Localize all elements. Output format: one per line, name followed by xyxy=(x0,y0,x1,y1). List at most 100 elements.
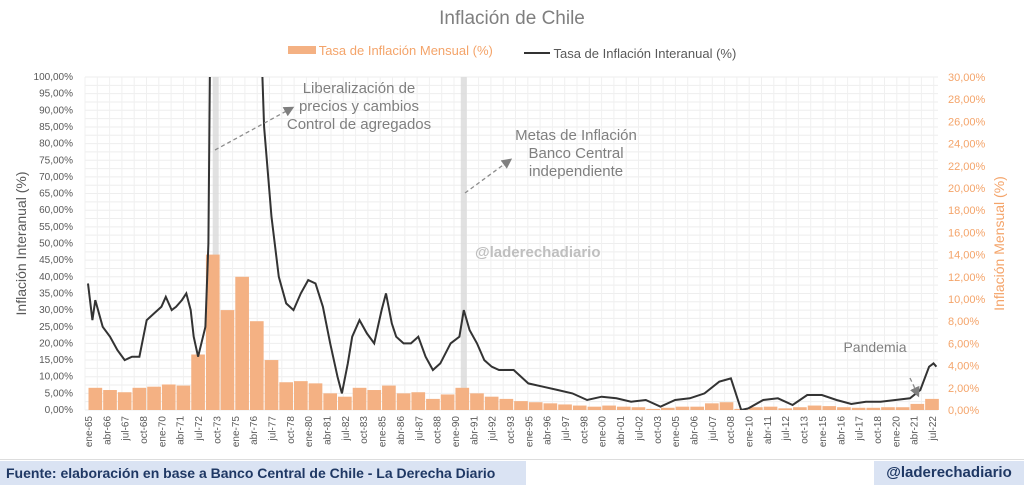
y-right-tick: 16,00% xyxy=(948,227,986,239)
bar-2012 xyxy=(778,408,792,410)
y-left-tick: 90,00% xyxy=(39,105,73,116)
y-right-label: Inflación Mensual (%) xyxy=(991,176,1007,311)
bar-1987 xyxy=(411,392,425,410)
bar-2015 xyxy=(822,406,836,410)
bar-1999 xyxy=(588,407,602,410)
bar-2021 xyxy=(910,404,924,410)
bar-1970 xyxy=(162,384,176,410)
y-left-tick: 80,00% xyxy=(39,139,73,150)
x-tick: oct-08 xyxy=(726,416,737,444)
x-tick: abr-86 xyxy=(396,416,407,445)
x-tick: jul-67 xyxy=(121,416,132,442)
x-tick: ene-10 xyxy=(745,416,756,448)
bar-1984 xyxy=(367,390,381,410)
bar-1968 xyxy=(133,388,147,410)
y-left-tick: 15,00% xyxy=(39,355,73,366)
x-tick: jul-82 xyxy=(341,416,352,442)
x-tick: ene-90 xyxy=(451,416,462,448)
bar-1972 xyxy=(191,355,205,411)
bar-1982 xyxy=(338,397,352,410)
bar-2004 xyxy=(661,408,675,410)
footer-handle: @laderechadiario xyxy=(874,461,1024,485)
y-left-tick: 55,00% xyxy=(39,222,73,233)
x-tick: abr-16 xyxy=(836,416,847,445)
x-tick: jul-77 xyxy=(267,416,278,442)
x-tick: ene-95 xyxy=(524,416,535,448)
y-left-tick: 35,00% xyxy=(39,288,73,299)
x-tick: jul-07 xyxy=(708,416,719,442)
bar-1977 xyxy=(265,360,279,410)
bar-1991 xyxy=(470,393,484,410)
x-tick: ene-80 xyxy=(304,416,315,448)
x-tick: oct-13 xyxy=(800,416,811,444)
bar-1981 xyxy=(323,393,337,410)
bar-1975 xyxy=(235,277,249,410)
y-left-tick: 30,00% xyxy=(39,305,73,316)
bar-2019 xyxy=(881,407,895,410)
y-left-tick: 65,00% xyxy=(39,189,73,200)
annotation-text-0: Control de agregados xyxy=(287,116,431,133)
x-tick: abr-66 xyxy=(102,416,113,445)
y-left-tick: 70,00% xyxy=(39,172,73,183)
bar-1990 xyxy=(455,388,469,410)
x-tick: ene-70 xyxy=(157,416,168,448)
annotation-text-1: Banco Central xyxy=(528,145,623,162)
bar-2008 xyxy=(720,402,734,410)
x-tick: jul-12 xyxy=(781,416,792,442)
x-tick: oct-83 xyxy=(359,416,370,444)
x-tick: abr-91 xyxy=(469,416,480,445)
bar-2017 xyxy=(852,408,866,410)
bar-2013 xyxy=(793,407,807,410)
x-tick: ene-20 xyxy=(891,416,902,448)
y-right-tick: 0,00% xyxy=(948,405,979,417)
y-left-label: Inflación Interanual (%) xyxy=(13,172,29,316)
x-tick: jul-72 xyxy=(194,416,205,442)
bar-1993 xyxy=(499,399,513,410)
x-tick: jul-17 xyxy=(855,416,866,442)
footer: Fuente: elaboración en base a Banco Cent… xyxy=(0,459,1024,486)
bar-2022 xyxy=(925,399,939,410)
y-left-tick: 60,00% xyxy=(39,205,73,216)
bar-2007 xyxy=(705,403,719,410)
y-right-tick: 28,00% xyxy=(948,94,986,106)
bar-1969 xyxy=(147,387,161,410)
y-left-tick: 5,00% xyxy=(45,388,73,399)
annotation-arrow-2 xyxy=(910,378,918,395)
x-tick: jul-22 xyxy=(928,416,939,442)
x-tick: abr-01 xyxy=(616,416,627,445)
x-tick: oct-98 xyxy=(579,416,590,444)
y-right-tick: 2,00% xyxy=(948,383,979,395)
x-tick: oct-73 xyxy=(212,416,223,444)
bar-1983 xyxy=(353,388,367,410)
y-left-tick: 0,00% xyxy=(45,405,73,416)
bar-1976 xyxy=(250,321,264,410)
x-tick: ene-85 xyxy=(378,416,389,448)
bar-1995 xyxy=(529,402,543,410)
y-left-tick: 10,00% xyxy=(39,372,73,383)
y-right-tick: 22,00% xyxy=(948,161,986,173)
watermark: @laderechadiario xyxy=(475,244,601,261)
source-note: Fuente: elaboración en base a Banco Cent… xyxy=(0,461,526,485)
y-right-tick: 6,00% xyxy=(948,338,979,350)
bar-1967 xyxy=(118,392,132,410)
x-tick: abr-06 xyxy=(689,416,700,445)
y-left-tick: 20,00% xyxy=(39,338,73,349)
y-left-tick: 50,00% xyxy=(39,239,73,250)
x-tick: oct-03 xyxy=(653,416,664,444)
x-tick: oct-88 xyxy=(433,416,444,444)
y-right-tick: 18,00% xyxy=(948,205,986,217)
bar-2003 xyxy=(646,409,660,410)
y-right-tick: 20,00% xyxy=(948,183,986,195)
x-tick: jul-97 xyxy=(561,416,572,442)
x-tick: jul-92 xyxy=(488,416,499,442)
bar-1996 xyxy=(544,403,558,410)
x-tick: abr-76 xyxy=(249,416,260,445)
y-right-tick: 26,00% xyxy=(948,116,986,128)
y-right-tick: 12,00% xyxy=(948,272,986,284)
y-left-tick: 75,00% xyxy=(39,155,73,166)
bar-2016 xyxy=(837,407,851,410)
x-tick: oct-78 xyxy=(286,416,297,444)
x-tick: abr-71 xyxy=(176,416,187,445)
x-tick: jul-87 xyxy=(414,416,425,442)
bar-2014 xyxy=(808,406,822,410)
